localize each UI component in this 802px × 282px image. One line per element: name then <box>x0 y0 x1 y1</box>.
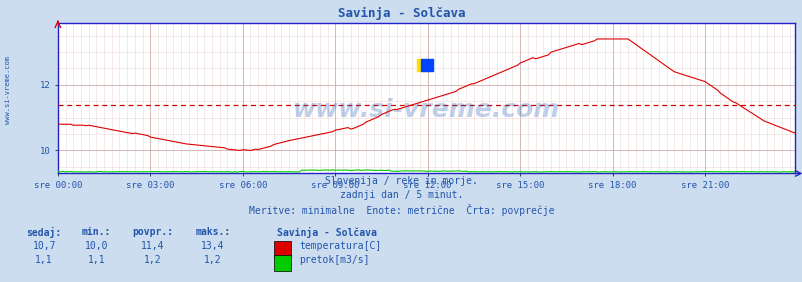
Text: www.si-vreme.com: www.si-vreme.com <box>5 56 10 124</box>
Text: povpr.:: povpr.: <box>132 227 173 237</box>
Text: pretok[m3/s]: pretok[m3/s] <box>299 255 370 265</box>
Text: 10,0: 10,0 <box>84 241 108 251</box>
Text: Savinja - Solčava: Savinja - Solčava <box>338 7 464 20</box>
Text: 1,2: 1,2 <box>144 255 161 265</box>
Text: 13,4: 13,4 <box>200 241 225 251</box>
Text: maks.:: maks.: <box>195 227 230 237</box>
Text: 10,7: 10,7 <box>32 241 56 251</box>
Text: temperatura[C]: temperatura[C] <box>299 241 381 251</box>
Text: min.:: min.: <box>82 227 111 237</box>
Text: zadnji dan / 5 minut.: zadnji dan / 5 minut. <box>339 190 463 200</box>
Text: 1,2: 1,2 <box>204 255 221 265</box>
Text: Meritve: minimalne  Enote: metrične  Črta: povprečje: Meritve: minimalne Enote: metrične Črta:… <box>249 204 553 217</box>
Text: 1,1: 1,1 <box>35 255 53 265</box>
Text: www.si-vreme.com: www.si-vreme.com <box>293 98 559 122</box>
Text: sedaj:: sedaj: <box>26 227 62 238</box>
Text: 11,4: 11,4 <box>140 241 164 251</box>
Text: Savinja - Solčava: Savinja - Solčava <box>277 227 376 238</box>
Text: 1,1: 1,1 <box>87 255 105 265</box>
Text: Slovenija / reke in morje.: Slovenija / reke in morje. <box>325 176 477 186</box>
